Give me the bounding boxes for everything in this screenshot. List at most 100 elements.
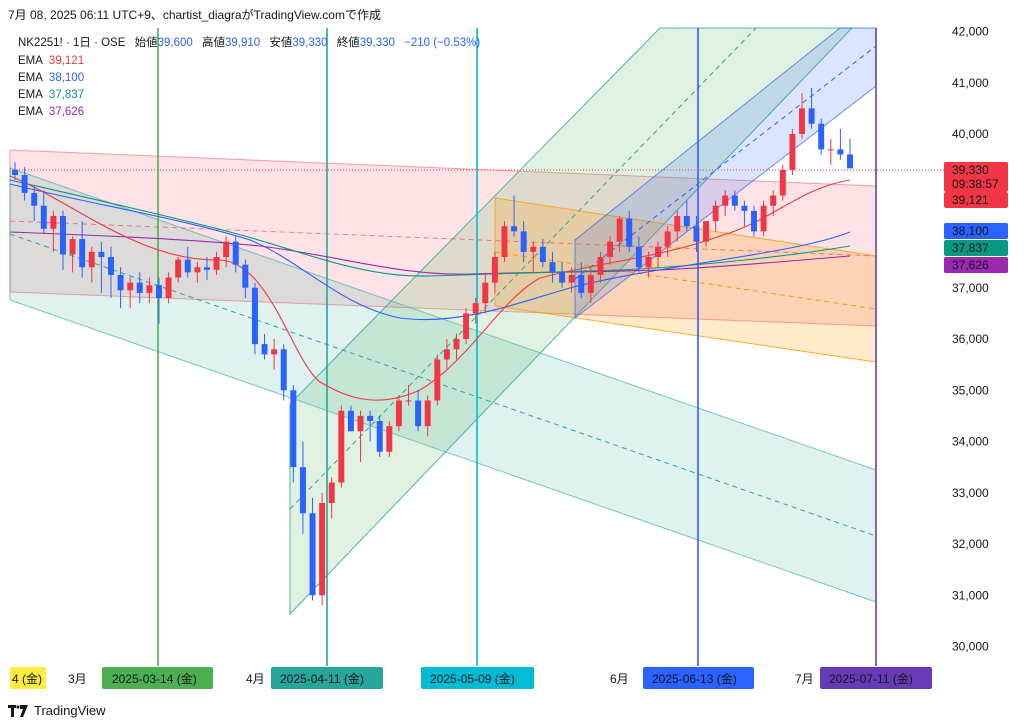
candle-body — [722, 195, 729, 206]
legend-ema-2-value: 38,100 — [49, 72, 84, 84]
candle-body — [799, 108, 805, 134]
date-tag-start-label: 4 (金) — [12, 671, 42, 686]
candle-body — [309, 513, 316, 596]
candle-body — [549, 262, 556, 273]
candle-body — [194, 267, 201, 273]
candle-body — [395, 400, 402, 427]
legend-ema-4: EMA 37,626 — [18, 106, 84, 118]
price-tag-value: 37,626 — [952, 258, 989, 272]
candle-body — [21, 175, 28, 193]
candle — [338, 405, 345, 488]
candle-body — [693, 226, 700, 242]
candle — [194, 262, 201, 283]
candle-body — [347, 410, 354, 432]
candle — [376, 415, 383, 457]
candle — [549, 251, 556, 283]
candle-body — [511, 226, 518, 232]
date-tag-2025-05-09-label: 2025-05-09 (金) — [430, 671, 515, 686]
candle — [299, 441, 306, 534]
footer-brand: TradingView — [34, 703, 106, 718]
candle-body — [232, 241, 239, 265]
candle — [578, 262, 585, 298]
green-channel-midline — [289, 27, 757, 510]
price-axis-tick-3: 33,000 — [952, 486, 989, 500]
candle — [165, 272, 172, 304]
candle — [203, 257, 210, 281]
candle — [290, 385, 297, 483]
candle-body — [482, 282, 489, 304]
ema-purple-line — [9, 231, 851, 275]
candle — [405, 385, 412, 406]
candle — [520, 221, 527, 263]
legend-symbol: NK2251! · 1日 · OSE — [18, 37, 126, 49]
legend-ohlc: NK2251! · 1日 · OSE 始値39,600 高値39,910 安値3… — [18, 35, 480, 49]
candle — [847, 138, 853, 169]
candle-body — [136, 282, 143, 293]
candle-body — [443, 349, 450, 360]
candle-body — [847, 154, 853, 169]
candle-body — [434, 359, 441, 401]
candle — [501, 221, 508, 263]
candle-body — [203, 267, 210, 270]
legend-ema-3-value: 37,837 — [49, 89, 84, 101]
candle — [616, 216, 623, 252]
candle — [12, 162, 18, 181]
price-axis-tick-2: 32,000 — [952, 537, 989, 551]
candle — [69, 236, 76, 273]
candle — [693, 216, 700, 252]
candle-body — [299, 467, 306, 514]
price-tag-bg — [944, 257, 1008, 273]
candle-body — [424, 400, 431, 427]
candle-body — [607, 241, 614, 257]
candle-body — [751, 210, 757, 232]
legend-ema-3-name: EMA — [18, 89, 43, 101]
candle — [511, 195, 518, 237]
candle — [482, 272, 489, 314]
price-axis-tick-4: 34,000 — [952, 435, 989, 449]
month-label-apr: 4月 — [246, 672, 265, 686]
candle — [386, 421, 393, 457]
candle — [453, 333, 460, 360]
red-channel-midline — [9, 220, 877, 257]
candle — [607, 236, 614, 265]
candle — [117, 267, 124, 309]
legend-ema-2: EMA 38,100 — [18, 72, 84, 84]
candle — [347, 405, 354, 432]
candle-body — [655, 246, 662, 257]
candle-body — [731, 195, 738, 206]
candle — [837, 128, 844, 160]
candle-body — [50, 216, 57, 229]
candle — [789, 128, 796, 175]
candle — [319, 492, 326, 606]
price-axis-tick-7: 37,000 — [952, 281, 989, 295]
candle — [827, 139, 834, 165]
candle-body — [290, 390, 297, 468]
candle-body — [587, 274, 594, 293]
tradingview-logo-icon — [8, 704, 28, 717]
candle — [357, 410, 364, 462]
candle — [261, 333, 268, 360]
price-tag-countdown: 09:38:57 — [952, 177, 999, 191]
price-tag-1: 39,121 — [944, 192, 1008, 208]
date-tag-2025-04-11: 2025-04-11 (金) — [271, 667, 383, 689]
candle — [472, 298, 479, 324]
candle — [559, 262, 566, 288]
candle — [88, 246, 95, 283]
price-axis-tick-1: 31,000 — [952, 588, 989, 602]
candle — [818, 118, 825, 155]
candle-body — [98, 251, 105, 257]
legend-ema-4-value: 37,626 — [49, 106, 84, 118]
candle-body — [530, 246, 537, 252]
candle — [108, 246, 114, 298]
price-tag-value: 38,100 — [952, 224, 989, 238]
candle — [79, 221, 86, 278]
date-tag-2025-05-09: 2025-05-09 (金) — [421, 667, 534, 689]
candle-body — [472, 303, 479, 314]
month-label-jul: 7月 — [795, 672, 814, 686]
candle-body — [789, 134, 796, 170]
candle-body — [386, 426, 393, 452]
price-tag-bg — [944, 240, 1008, 256]
price-tag-bg — [944, 223, 1008, 239]
